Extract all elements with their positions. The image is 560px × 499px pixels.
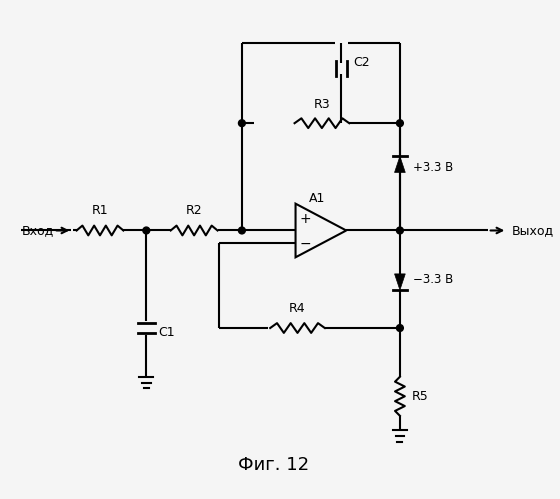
Polygon shape	[395, 274, 405, 290]
Text: −3.3 В: −3.3 В	[413, 273, 453, 286]
Text: Фиг. 12: Фиг. 12	[237, 456, 309, 475]
Text: R3: R3	[314, 98, 330, 111]
Circle shape	[396, 227, 403, 234]
Text: −: −	[300, 237, 311, 251]
Text: +: +	[300, 212, 311, 226]
Circle shape	[239, 120, 245, 127]
Text: C1: C1	[158, 326, 175, 339]
Text: Вход: Вход	[21, 224, 54, 237]
Text: C2: C2	[353, 56, 370, 69]
Text: R5: R5	[412, 390, 428, 403]
Text: R2: R2	[186, 204, 202, 217]
Text: A1: A1	[309, 192, 325, 205]
Text: Выход: Выход	[512, 224, 554, 237]
Circle shape	[239, 227, 245, 234]
Circle shape	[143, 227, 150, 234]
Text: R1: R1	[92, 204, 108, 217]
Text: +3.3 В: +3.3 В	[413, 161, 453, 174]
Circle shape	[396, 120, 403, 127]
Text: R4: R4	[289, 302, 306, 315]
Circle shape	[396, 325, 403, 331]
Polygon shape	[395, 156, 405, 173]
